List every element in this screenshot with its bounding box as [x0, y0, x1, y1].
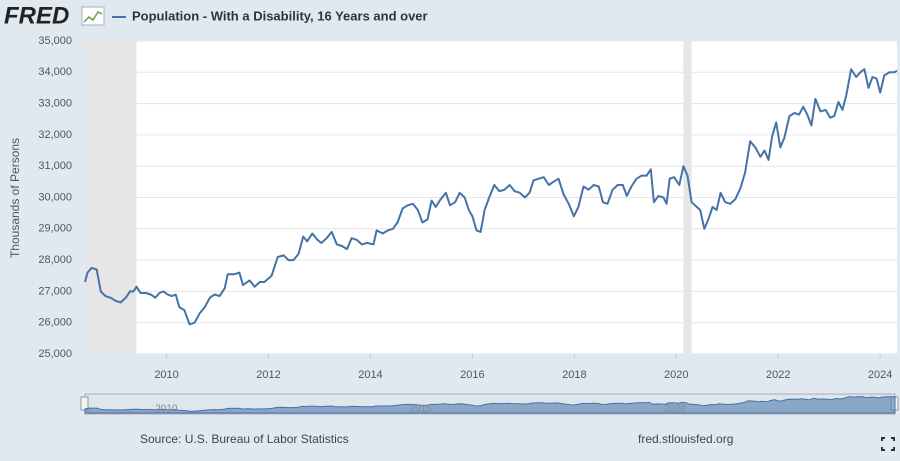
- navigator-series: [84, 396, 896, 414]
- source: Source: U.S. Bureau of Labor Statistics: [140, 432, 349, 446]
- y-tick-label: 32,000: [38, 129, 72, 141]
- fullscreen-corner: [891, 447, 895, 451]
- x-tick-label: 2020: [664, 369, 688, 381]
- logo-icon: [81, 6, 105, 26]
- data-line: [84, 68, 898, 326]
- navigator-tick-label: 2010: [155, 404, 178, 415]
- y-tick-label: 35,000: [38, 35, 72, 47]
- legend-label: Population - With a Disability, 16 Years…: [132, 8, 428, 23]
- y-tick-label: 29,000: [38, 223, 72, 235]
- navigator-tick-label: 2015: [409, 404, 432, 415]
- fullscreen-corner: [891, 437, 895, 441]
- logo-box: [81, 6, 105, 26]
- y-tick-label: 28,000: [38, 254, 72, 266]
- y-tick-label: 34,000: [38, 66, 72, 78]
- x-tick-label: 2014: [358, 369, 382, 381]
- y-tick-label: 27,000: [38, 285, 72, 297]
- y-axis-title: Thousands of Persons: [8, 138, 22, 258]
- x-tick-label: 2022: [766, 369, 790, 381]
- logo: FRED: [4, 2, 69, 29]
- navigator-tick-label: 2020: [664, 404, 687, 415]
- fullscreen-icon[interactable]: [881, 437, 895, 451]
- y-tick-label: 30,000: [38, 191, 72, 203]
- y-tick-label: 25,000: [38, 348, 72, 360]
- logo-line: [83, 11, 103, 23]
- y-tick-label: 33,000: [38, 98, 72, 110]
- x-tick-label: 2024: [868, 369, 892, 381]
- x-tick-label: 2012: [256, 369, 280, 381]
- y-tick-label: 31,000: [38, 160, 72, 172]
- fullscreen-corner: [881, 437, 885, 441]
- fullscreen-corner: [881, 447, 885, 451]
- x-tick-label: 2010: [154, 369, 178, 381]
- site-url: fred.stlouisfed.org: [638, 432, 733, 446]
- y-tick-label: 26,000: [38, 317, 72, 329]
- x-tick-label: 2016: [460, 369, 484, 381]
- x-tick-label: 2018: [562, 369, 586, 381]
